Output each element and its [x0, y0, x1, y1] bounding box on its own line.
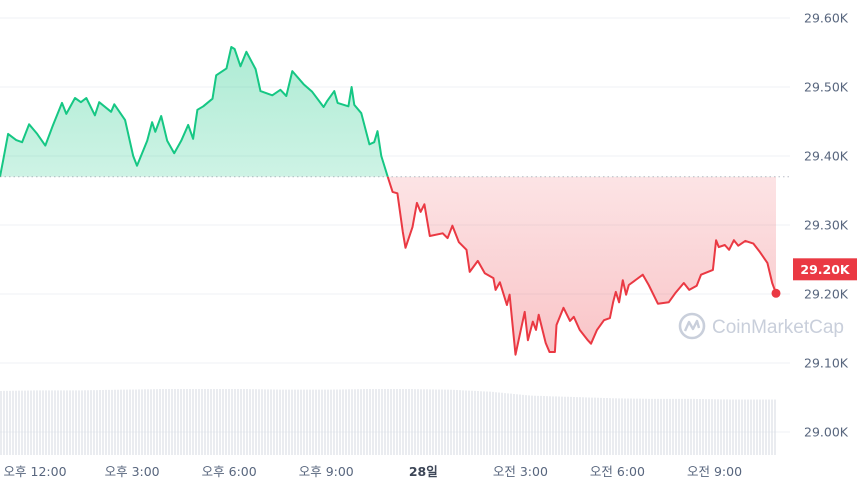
y-tick-label: 29.30K	[804, 218, 849, 233]
coinmarketcap-logo-icon	[678, 312, 706, 340]
price-line-up	[0, 46, 389, 177]
x-tick-label: 오후 12:00	[4, 464, 67, 479]
coinmarketcap-watermark: CoinMarketCap	[678, 312, 844, 340]
y-tick-label: 29.40K	[804, 149, 849, 164]
y-tick-label: 29.60K	[804, 11, 849, 26]
y-tick-label: 29.20K	[804, 287, 849, 302]
x-tick-label: 오후 6:00	[202, 464, 257, 479]
x-tick-label: 오전 3:00	[493, 464, 548, 479]
x-tick-label: 오후 3:00	[105, 464, 160, 479]
y-tick-label: 29.10K	[804, 356, 849, 371]
x-tick-label: 오전 9:00	[687, 464, 742, 479]
current-price-label: 29.20K	[800, 262, 851, 277]
watermark-text: CoinMarketCap	[712, 317, 844, 338]
price-line-down	[0, 176, 777, 356]
y-tick-label: 29.50K	[804, 80, 849, 95]
x-tick-label: 오전 6:00	[590, 464, 645, 479]
x-tick-label: 28일	[409, 464, 438, 479]
current-price-dot	[771, 288, 781, 298]
volume-bars	[0, 389, 776, 455]
area-below-reference	[0, 176, 776, 355]
x-tick-label: 오후 9:00	[299, 464, 354, 479]
x-axis: 오후 12:00 오후 3:00 오후 6:00 오후 9:00 28일 오전 3:00 오…	[4, 464, 743, 479]
current-price-tag: 29.20K	[793, 258, 857, 281]
y-axis: 29.60K 29.50K 29.40K 29.30K 29.20K 29.10K 29.0…	[804, 11, 849, 440]
y-tick-label: 29.00K	[804, 425, 849, 440]
